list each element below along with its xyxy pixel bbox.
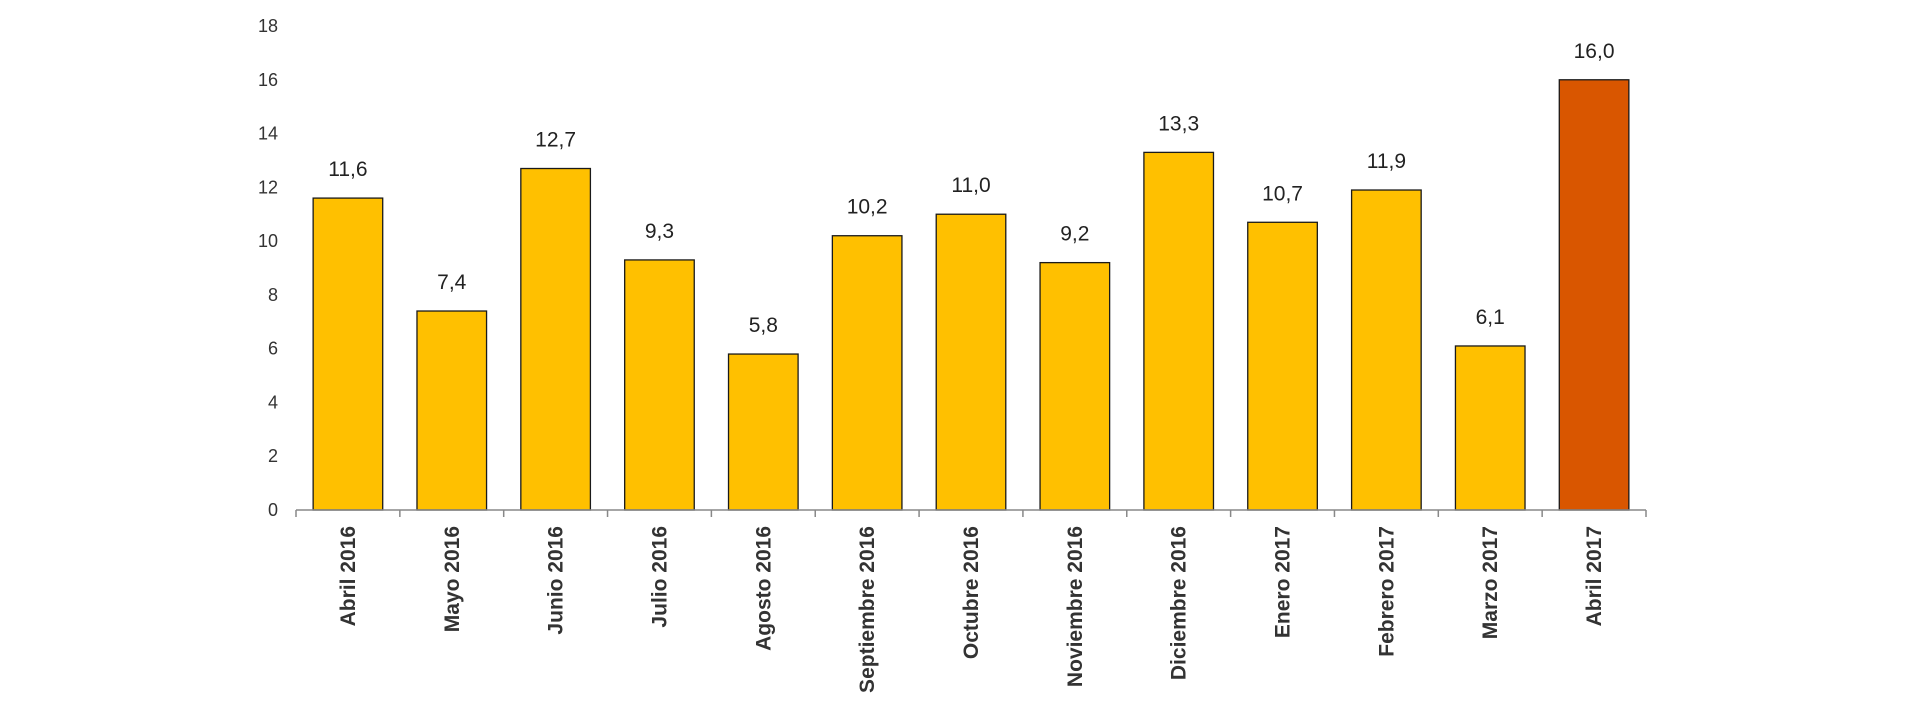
bars-group: [312, 79, 1630, 511]
y-tick-label: 4: [268, 392, 278, 412]
data-label: 11,0: [951, 174, 990, 197]
data-label: 13,3: [1158, 112, 1199, 135]
data-label: 16,0: [1574, 40, 1615, 63]
y-tick-label: 6: [268, 339, 278, 359]
y-tick-label: 12: [258, 177, 278, 197]
bar: [1558, 79, 1630, 511]
y-tick-label: 18: [258, 16, 278, 36]
data-label: 11,9: [1367, 150, 1406, 173]
data-label: 6,1: [1476, 306, 1505, 329]
y-tick-label: 10: [258, 231, 278, 251]
bar: [520, 167, 592, 511]
data-label: 10,7: [1262, 182, 1303, 205]
x-tick-label: Octubre 2016: [960, 526, 983, 659]
x-tick-label: Enero 2017: [1272, 526, 1295, 638]
data-label: 9,2: [1060, 223, 1089, 246]
y-tick-label: 2: [268, 446, 278, 466]
x-axis: Abril 2016 Mayo 2016 Junio 2016 Julio 2016 A…: [337, 526, 1606, 693]
x-tick-label: Diciembre 2016: [1168, 526, 1191, 680]
bar: [1143, 151, 1215, 511]
bar: [727, 353, 799, 511]
data-label: 12,7: [535, 129, 576, 152]
data-label: 9,3: [645, 220, 674, 243]
y-axis: 0 2 4 6 8 10 12 14 16 18: [258, 16, 278, 520]
y-tick-label: 8: [268, 285, 278, 305]
y-tick-label: 14: [258, 124, 278, 144]
bar: [312, 197, 384, 511]
data-label: 11,6: [328, 158, 367, 181]
x-tick-label: Marzo 2017: [1479, 526, 1502, 639]
data-label: 5,8: [749, 314, 778, 337]
data-label: 10,2: [847, 196, 888, 219]
axis-lines: [295, 509, 1647, 517]
x-tick-label: Julio 2016: [648, 526, 671, 628]
bar: [935, 213, 1007, 511]
x-tick-label: Junio 2016: [545, 526, 568, 635]
bar: [416, 310, 488, 511]
bar: [1039, 261, 1111, 511]
y-tick-label: 0: [268, 500, 278, 520]
bar: [1454, 345, 1526, 511]
x-tick-label: Febrero 2017: [1375, 526, 1398, 657]
bar: [624, 259, 695, 511]
bar: [831, 235, 903, 511]
x-tick-label: Noviembre 2016: [1064, 526, 1087, 687]
x-tick-label: Mayo 2016: [441, 526, 464, 632]
data-label: 7,4: [437, 271, 467, 294]
data-labels-group: 11,6 7,4 12,7 9,3 5,8 10,2 11,0 9,2 13,3 10,7 11,9…: [328, 40, 1614, 337]
bar: [1247, 221, 1318, 511]
bar: [1350, 189, 1422, 511]
x-tick-label: Abril 2017: [1583, 526, 1606, 626]
x-tick-label: Septiembre 2016: [856, 526, 879, 693]
y-tick-label: 16: [258, 70, 278, 90]
x-tick-label: Abril 2016: [337, 526, 360, 626]
x-tick-label: Agosto 2016: [752, 526, 775, 651]
